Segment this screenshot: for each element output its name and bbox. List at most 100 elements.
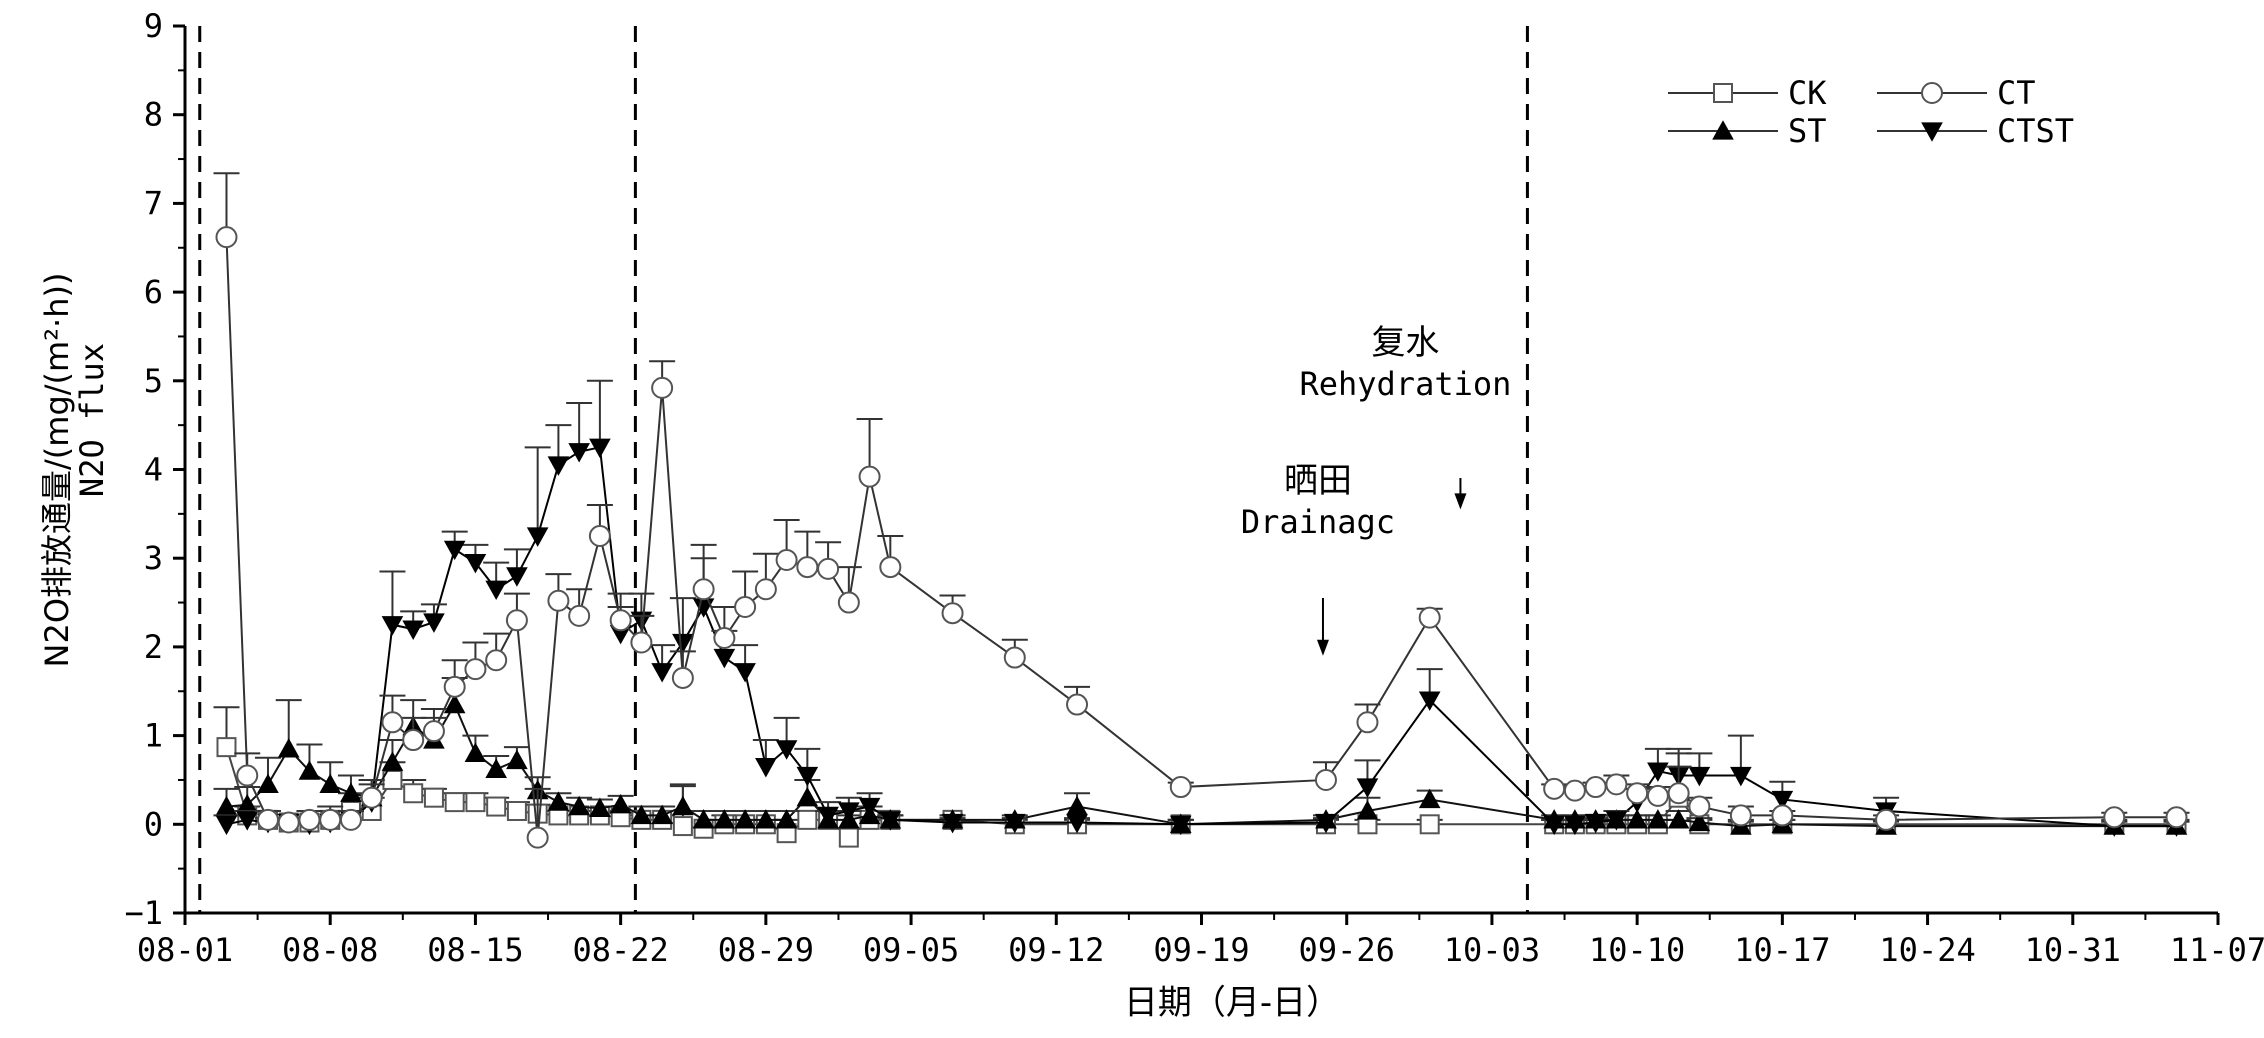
x-tick-label: 10-17 [1734,931,1830,969]
x-axis-title: 日期（月-日） [1124,983,1340,1023]
data-point-ctst [485,580,507,601]
data-point-ctst [1647,762,1669,782]
data-point-ctst [568,443,590,463]
data-point-st [672,795,694,816]
data-point-st [609,793,632,814]
data-point-st [464,742,487,762]
data-point-ctst [464,553,487,574]
y-axis-title: N2O排放通量/(mg/(m²·h)) [38,273,76,668]
data-point-ct [941,602,964,625]
data-point-ct [713,627,736,650]
data-point-ct [339,808,362,831]
data-point-ck [444,792,465,813]
data-point-st [1356,800,1379,820]
data-point-ct [568,604,591,627]
x-tick-label: 09-19 [1153,931,1249,969]
data-point-ck [1419,814,1440,835]
data-point-ct [2103,806,2126,829]
data-point-ctst [858,797,881,818]
data-point-st [1647,809,1669,829]
y-tick-label: 2 [144,628,163,666]
y-tick-label: −1 [124,894,163,932]
data-point-ctst [734,663,756,683]
data-point-ctst [941,813,964,834]
data-point-ctst [1605,811,1628,831]
data-point-ck [797,809,818,830]
data-point-st [1626,809,1648,829]
data-point-ct [796,556,819,579]
data-point-ctst [526,527,549,547]
x-tick-label: 10-10 [1589,931,1685,969]
data-point-st [215,795,238,816]
data-point-ctst [817,806,839,827]
legend-label-ck: CK [1788,74,1827,112]
y-tick-label: 5 [144,362,163,400]
data-point-ctst [547,456,570,476]
data-point-ct [1605,773,1628,796]
annotation-drainage-cn: 晒田 [1284,461,1352,501]
data-point-st [485,758,507,778]
data-point-ctst [1315,813,1337,834]
data-point-st [630,804,653,825]
data-point-st [568,795,590,816]
data-point-st [1066,795,1088,816]
data-point-ck [506,800,527,821]
x-tick-label: 09-12 [1008,931,1104,969]
x-tick-label: 11-07 [2170,931,2264,969]
data-point-ctst [215,815,238,836]
annotation-drainage-en: Drainagc [1241,503,1395,541]
data-point-st [381,751,404,771]
data-point-st [1688,811,1711,832]
x-tick-label: 09-26 [1299,931,1395,969]
data-point-st [755,809,777,829]
data-point-st [713,809,736,829]
data-point-ct [609,609,632,632]
data-point-st [298,760,321,780]
y-tick-label: 8 [144,96,163,134]
data-point-ck [216,737,237,758]
data-point-ct [1543,777,1566,800]
data-point-ct [1169,776,1192,799]
data-point-ct [1563,779,1586,802]
data-point-ct [1667,782,1690,805]
data-point-ct [1646,784,1669,807]
legend-item-ct: CT [1877,74,2036,112]
data-point-st [651,804,673,825]
data-point-ctst [381,616,404,636]
data-point-st [319,773,342,794]
data-point-ck [486,796,507,817]
annotation-rehydration-cn: 复水 [1371,323,1439,363]
data-point-ctst [879,811,902,831]
data-point-ct [464,658,487,681]
data-point-ctst [1418,691,1441,711]
data-point-ctst [1003,813,1026,834]
plot-area [198,26,2190,913]
legend-label-ctst: CTST [1997,112,2074,150]
data-point-ct [443,675,466,698]
data-point-ct [1418,606,1441,629]
annotation-rehydration-en: Rehydration [1299,365,1511,403]
x-tick-label: 10-31 [2025,931,2121,969]
data-point-ct [754,578,777,601]
series-ct [213,172,2190,849]
data-point-st [340,782,362,802]
data-point-ct [734,595,757,618]
x-tick-label: 08-22 [572,931,668,969]
data-point-ct [1626,782,1649,805]
x-tick-label: 10-03 [1444,931,1540,969]
data-point-st [236,793,259,814]
legend-label-ct: CT [1997,74,2036,112]
data-point-ct [422,720,445,743]
data-point-ct [837,591,860,614]
data-point-ct [236,764,259,787]
data-point-ct [547,589,570,612]
data-point-ctst [775,740,798,760]
data-point-ct [1771,804,1794,827]
data-point-ct [1356,711,1379,734]
data-point-ct [402,729,425,752]
data-point-st [734,809,756,829]
y-axis-subtitle: N2O flux [73,343,111,497]
data-point-ctst [589,438,611,459]
x-tick-label: 08-15 [427,931,523,969]
